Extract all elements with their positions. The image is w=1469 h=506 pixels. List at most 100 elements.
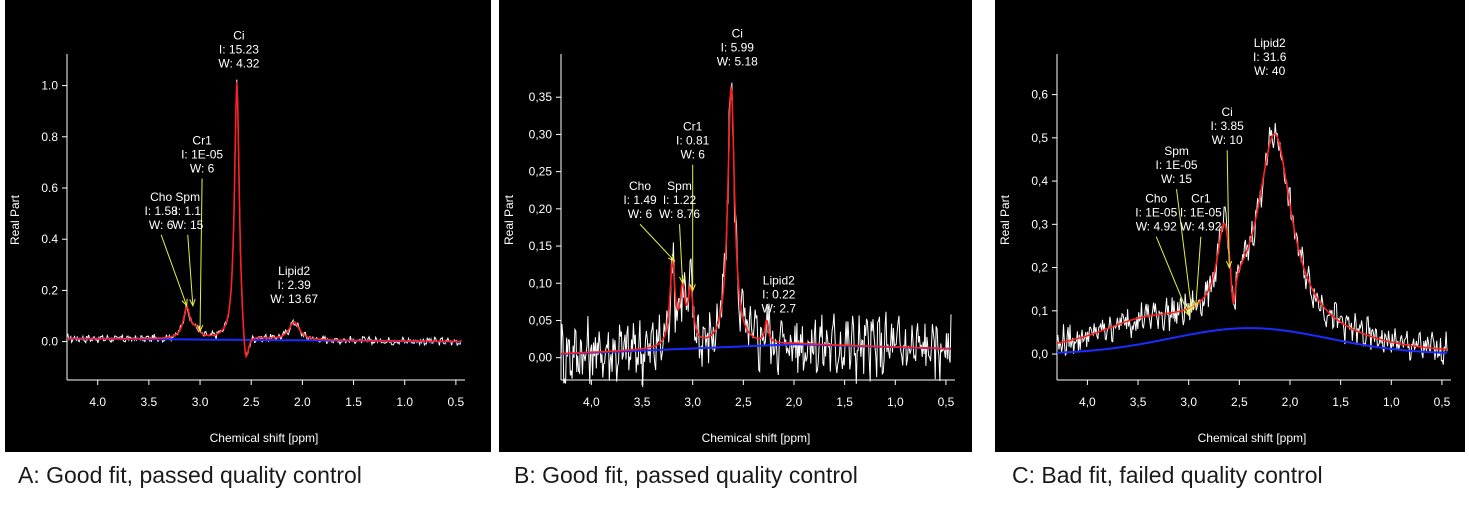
y-axis-label: Real Part	[502, 194, 516, 245]
y-tick-label: 0.0	[41, 335, 58, 349]
x-tick-label: 2,5	[1231, 395, 1248, 409]
peak-annotation-text: I: 1.58	[144, 204, 178, 218]
x-tick-label: 1,5	[1332, 395, 1349, 409]
peak-annotation-text: I: 1.49	[623, 193, 657, 207]
peak-annotation-text: Cho	[629, 179, 651, 193]
peak-annotation-text: I: 1.1	[174, 204, 201, 218]
peak-annotation-text: I: 5.99	[721, 41, 755, 55]
peak-annotation-text: W: 40	[1254, 64, 1285, 78]
peak-annotation-arrowhead	[667, 254, 676, 262]
peak-annotation-text: W: 6	[628, 207, 653, 221]
y-tick-label: 0,25	[529, 165, 553, 179]
peak-annotation-text: Cho	[150, 190, 172, 204]
peak-annotation-text: W: 6	[680, 148, 705, 162]
caption-b: B: Good fit, passed quality control	[514, 462, 858, 488]
spectrum-line	[66, 79, 462, 356]
x-tick-label: 3,5	[1130, 395, 1147, 409]
peak-annotation-arrow	[199, 178, 203, 332]
x-tick-label: 1.5	[345, 395, 362, 409]
chart-b-svg: 4,0 3,5 3,0 2,5 2,0 1,5 1,0 0,5 0,00 0,05 0,10 0,15…	[499, 0, 972, 452]
chart-panel-b: 4,0 3,5 3,0 2,5 2,0 1,5 1,0 0,5 0,00 0,05 0,10 0,15…	[499, 0, 972, 452]
x-tick-label: 0,5	[1434, 395, 1451, 409]
peak-annotation-arrowhead	[679, 276, 686, 285]
peak-annotation: CiI: 15.23W: 4.32	[218, 29, 259, 71]
x-tick-label: 4.0	[89, 395, 106, 409]
spectrum-line	[560, 82, 952, 388]
peak-annotation-arrowhead	[1187, 303, 1195, 313]
y-tick-label: 0,3	[1031, 217, 1048, 231]
x-axis-label: Chemical shift [ppm]	[210, 431, 319, 445]
peak-annotation-text: Lipid2	[278, 264, 310, 278]
chart-panel-c: 4,0 3,5 3,0 2,5 2,0 1,5 1,0 0,5 0,0 0,1 0,2 0,3 0,4 0…	[995, 0, 1465, 452]
x-tick-label: 2.5	[243, 395, 260, 409]
peak-annotation-arrowhead	[1225, 260, 1233, 269]
peak-annotation-text: I: 1E-05	[1135, 206, 1177, 220]
peak-annotation-text: I: 1E-05	[1156, 158, 1198, 172]
peak-annotation-text: I: 2.39	[278, 278, 312, 292]
y-tick-label: 0.8	[41, 130, 58, 144]
x-tick-label: 1,0	[887, 395, 904, 409]
y-tick-label: 0,5	[1031, 131, 1048, 145]
model-fit-line	[560, 86, 951, 355]
y-tick-label: 0,30	[529, 127, 553, 141]
y-tick-label: 1.0	[41, 79, 58, 93]
peak-annotation-arrow	[679, 224, 684, 284]
x-tick-label: 2.0	[294, 395, 311, 409]
y-axis-label: Real Part	[998, 194, 1012, 245]
peak-annotation-text: W: 6	[190, 161, 215, 175]
peak-annotation-text: Spm	[175, 190, 200, 204]
peak-annotation-text: W: 13.67	[270, 292, 318, 306]
peak-annotation-text: W: 5.18	[717, 55, 758, 69]
y-tick-label: 0,10	[529, 276, 553, 290]
peak-annotation-arrowhead	[196, 324, 204, 333]
y-tick-label: 0,05	[529, 313, 553, 327]
x-tick-label: 3,5	[634, 395, 651, 409]
chart-c-svg: 4,0 3,5 3,0 2,5 2,0 1,5 1,0 0,5 0,0 0,1 0,2 0,3 0,4 0…	[995, 0, 1465, 452]
x-tick-label: 0.5	[448, 395, 465, 409]
y-tick-label: 0,20	[529, 202, 553, 216]
y-tick-label: 0.2	[41, 283, 58, 297]
y-tick-label: 0,2	[1031, 261, 1048, 275]
y-tick-label: 0,1	[1031, 304, 1048, 318]
peak-annotation-arrowhead	[689, 284, 696, 292]
peak-annotation-text: W: 4.92	[1136, 220, 1177, 234]
y-tick-label: 0,00	[529, 351, 553, 365]
peak-annotation-text: W: 15	[1161, 172, 1192, 186]
x-tick-label: 1,0	[1383, 395, 1400, 409]
x-tick-label: 3.5	[141, 395, 158, 409]
spectrum-line	[1056, 123, 1448, 365]
x-tick-label: 0,5	[938, 395, 955, 409]
x-tick-label: 3.0	[192, 395, 209, 409]
peak-annotation-text: Lipid2	[1254, 36, 1286, 50]
peak-annotation-arrow	[1195, 236, 1202, 307]
peak-annotation-text: I: 15.23	[219, 43, 259, 57]
y-tick-label: 0,15	[529, 239, 553, 253]
x-tick-label: 1.0	[396, 395, 413, 409]
peak-annotation-text: Ci	[233, 29, 244, 43]
peak-annotation-text: I: 1E-05	[181, 147, 223, 161]
peak-annotation-text: Cr1	[192, 133, 212, 147]
x-axis-label: Chemical shift [ppm]	[702, 431, 811, 445]
peak-annotation-arrowhead	[189, 298, 196, 308]
peak-annotation-arrow	[1176, 189, 1193, 311]
peak-annotation-text: Spm	[667, 179, 692, 193]
x-tick-label: 3,0	[684, 395, 701, 409]
peak-annotation: CiI: 3.85W: 10	[1211, 105, 1244, 269]
peak-annotation-arrow	[1226, 150, 1230, 268]
peak-annotation-text: I: 31.6	[1253, 50, 1287, 64]
caption-c: C: Bad fit, failed quality control	[1012, 462, 1323, 488]
x-tick-label: 1,5	[836, 395, 853, 409]
y-tick-label: 0,4	[1031, 174, 1048, 188]
model-fit-line	[67, 81, 461, 359]
peak-annotation-text: I: 0.81	[676, 134, 710, 148]
peak-annotation-text: Ci	[732, 27, 743, 41]
